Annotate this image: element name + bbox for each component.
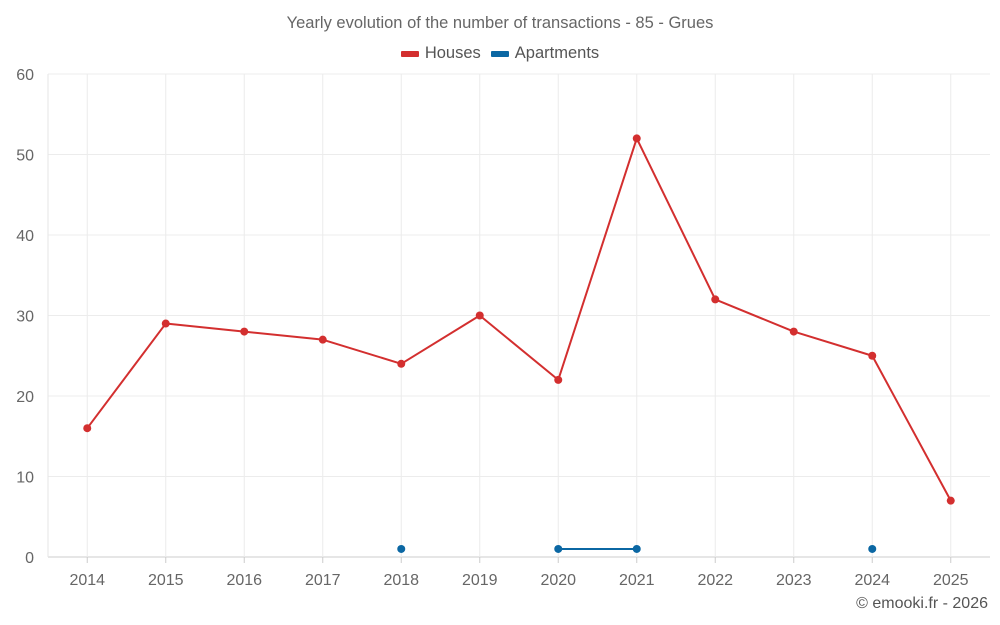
y-tick-label-0: 0 [25,550,34,567]
data-point-apartments-2024 [868,544,877,553]
data-point-apartments-2020 [554,544,563,553]
data-point-houses-2025 [946,496,955,505]
x-tick-label-2022: 2022 [697,572,733,589]
y-tick-label-40: 40 [16,228,34,245]
copyright-credit: © emooki.fr - 2026 [856,595,988,612]
data-point-houses-2024 [868,351,877,360]
x-tick-label-2015: 2015 [148,572,184,589]
data-point-houses-2014 [83,424,92,433]
data-point-houses-2017 [318,335,327,344]
x-tick-label-2023: 2023 [776,572,812,589]
legend-swatch-houses [400,50,419,57]
series-line-houses [86,137,952,502]
x-tick-label-2014: 2014 [69,572,105,589]
x-tick-label-2016: 2016 [226,572,262,589]
x-tick-label-2025: 2025 [933,572,969,589]
x-tick-label-2018: 2018 [383,572,419,589]
data-point-apartments-2018 [397,544,406,553]
data-point-houses-2015 [161,319,170,328]
x-tick-label-2021: 2021 [619,572,655,589]
chart-legend: Houses Apartments [0,44,1000,63]
legend-item-apartments[interactable]: Apartments [490,44,600,63]
legend-item-houses[interactable]: Houses [400,44,481,63]
data-point-houses-2016 [240,327,249,336]
x-tick-label-2019: 2019 [462,572,498,589]
data-point-houses-2021 [632,134,641,143]
legend-label-houses: Houses [424,44,481,62]
chart-title: Yearly evolution of the number of transa… [286,14,714,32]
data-point-houses-2018 [397,359,406,368]
legend-swatch-apartments [490,50,509,57]
data-point-houses-2020 [554,375,563,384]
y-tick-label-30: 30 [16,309,34,326]
y-tick-label-10: 10 [16,470,34,487]
data-point-houses-2023 [789,327,798,336]
y-tick-label-20: 20 [16,389,34,406]
x-tick-label-2020: 2020 [540,572,576,589]
data-point-houses-2019 [475,311,484,320]
data-point-apartments-2021 [632,544,641,553]
y-tick-label-60: 60 [16,67,34,84]
legend-label-apartments: Apartments [514,44,600,62]
x-tick-label-2024: 2024 [854,572,890,589]
x-tick-label-2017: 2017 [305,572,341,589]
data-point-houses-2022 [711,295,720,304]
y-tick-label-50: 50 [16,148,34,165]
